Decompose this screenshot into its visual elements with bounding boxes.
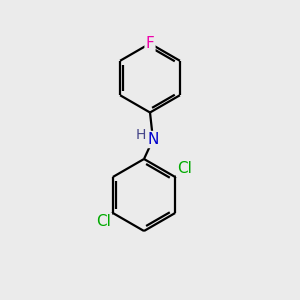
Text: H: H [135,128,146,142]
Text: Cl: Cl [96,214,111,229]
Text: Cl: Cl [177,161,192,176]
Text: N: N [147,132,159,147]
Text: F: F [146,36,154,51]
